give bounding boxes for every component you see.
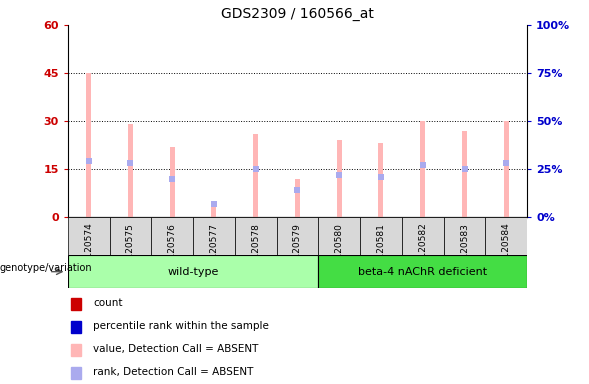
Bar <box>193 217 235 255</box>
Bar <box>86 73 91 217</box>
Bar <box>462 131 467 217</box>
Bar <box>360 217 402 255</box>
Bar <box>68 217 110 255</box>
Bar <box>337 140 342 217</box>
Bar <box>444 217 485 255</box>
Text: wild-type: wild-type <box>167 266 219 277</box>
Text: genotype/variation: genotype/variation <box>0 263 92 273</box>
Title: GDS2309 / 160566_at: GDS2309 / 160566_at <box>221 7 374 21</box>
Bar <box>253 134 258 217</box>
Text: GSM120577: GSM120577 <box>210 223 219 278</box>
Bar <box>128 124 133 217</box>
Text: rank, Detection Call = ABSENT: rank, Detection Call = ABSENT <box>93 367 253 377</box>
Bar <box>71 298 81 310</box>
Bar <box>71 367 81 379</box>
Bar <box>504 121 509 217</box>
Bar <box>485 217 527 255</box>
Text: GSM120576: GSM120576 <box>168 223 177 278</box>
Bar <box>295 179 300 217</box>
Bar <box>151 217 193 255</box>
Bar <box>71 344 81 356</box>
Bar <box>277 217 318 255</box>
Text: GSM120583: GSM120583 <box>460 223 469 278</box>
Bar <box>71 321 81 333</box>
Bar <box>318 255 527 288</box>
Bar <box>110 217 151 255</box>
Text: count: count <box>93 298 123 308</box>
Text: GSM120580: GSM120580 <box>335 223 344 278</box>
Text: GSM120575: GSM120575 <box>126 223 135 278</box>
Bar <box>68 255 318 288</box>
Text: GSM120579: GSM120579 <box>293 223 302 278</box>
Bar <box>211 207 216 217</box>
Text: beta-4 nAChR deficient: beta-4 nAChR deficient <box>358 266 487 277</box>
Bar <box>235 217 277 255</box>
Text: GSM120582: GSM120582 <box>418 223 427 278</box>
Text: percentile rank within the sample: percentile rank within the sample <box>93 321 269 331</box>
Text: GSM120581: GSM120581 <box>376 223 385 278</box>
Bar <box>402 217 444 255</box>
Text: GSM120578: GSM120578 <box>251 223 260 278</box>
Text: value, Detection Call = ABSENT: value, Detection Call = ABSENT <box>93 344 259 354</box>
Bar <box>420 121 425 217</box>
Text: GSM120574: GSM120574 <box>84 223 93 278</box>
Bar <box>318 217 360 255</box>
Bar <box>379 143 383 217</box>
Bar <box>170 147 175 217</box>
Text: GSM120584: GSM120584 <box>502 223 511 278</box>
